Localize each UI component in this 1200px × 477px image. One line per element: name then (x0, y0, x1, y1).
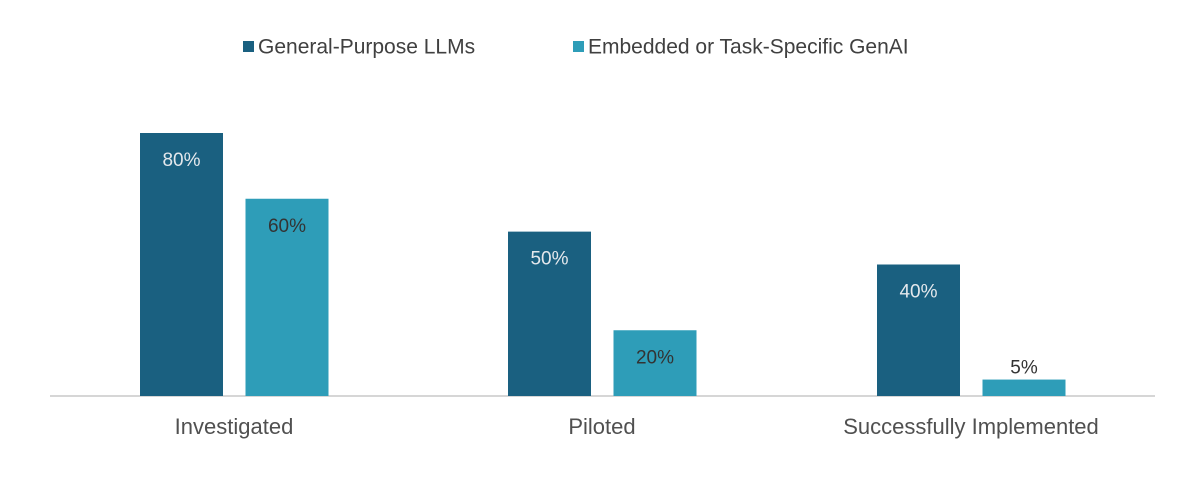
bar (140, 133, 223, 396)
x-tick-label: Investigated (175, 414, 294, 439)
bar (877, 264, 960, 396)
value-label: 20% (636, 347, 674, 368)
value-label: 80% (162, 150, 200, 171)
value-label: 40% (899, 282, 937, 303)
legend-swatch (573, 41, 584, 52)
value-label: 60% (268, 216, 306, 237)
bar (613, 330, 697, 396)
x-tick-label: Successfully Implemented (843, 414, 1099, 439)
legend-swatch (243, 41, 254, 52)
legend-label: Embedded or Task-Specific GenAI (588, 36, 909, 59)
value-label: 5% (1010, 358, 1038, 379)
legend-label: General-Purpose LLMs (258, 36, 475, 59)
value-label: 50% (530, 249, 568, 270)
bar (982, 379, 1066, 396)
bar (245, 198, 329, 396)
bar (508, 231, 591, 396)
x-tick-label: Piloted (568, 414, 635, 439)
